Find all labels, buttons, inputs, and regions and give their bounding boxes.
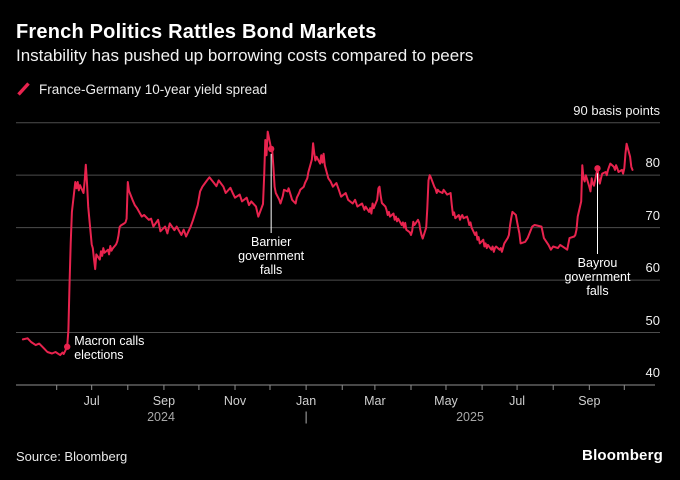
spread-line	[21, 130, 634, 357]
chart-legend: France-Germany 10-year yield spread	[16, 81, 267, 97]
series-slash-icon	[16, 81, 32, 97]
event-dot-barnier	[267, 145, 275, 153]
event-dot-bayrou	[594, 165, 601, 172]
chart-subtitle: Instability has pushed up borrowing cost…	[16, 46, 474, 65]
event-dot-macron	[63, 343, 71, 350]
page-title: French Politics Rattles Bond Markets	[16, 21, 377, 43]
source-attribution: Source: Bloomberg	[16, 449, 128, 464]
bloomberg-logo: Bloomberg	[582, 447, 663, 464]
legend-series-label: France-Germany 10-year yield spread	[39, 81, 268, 97]
